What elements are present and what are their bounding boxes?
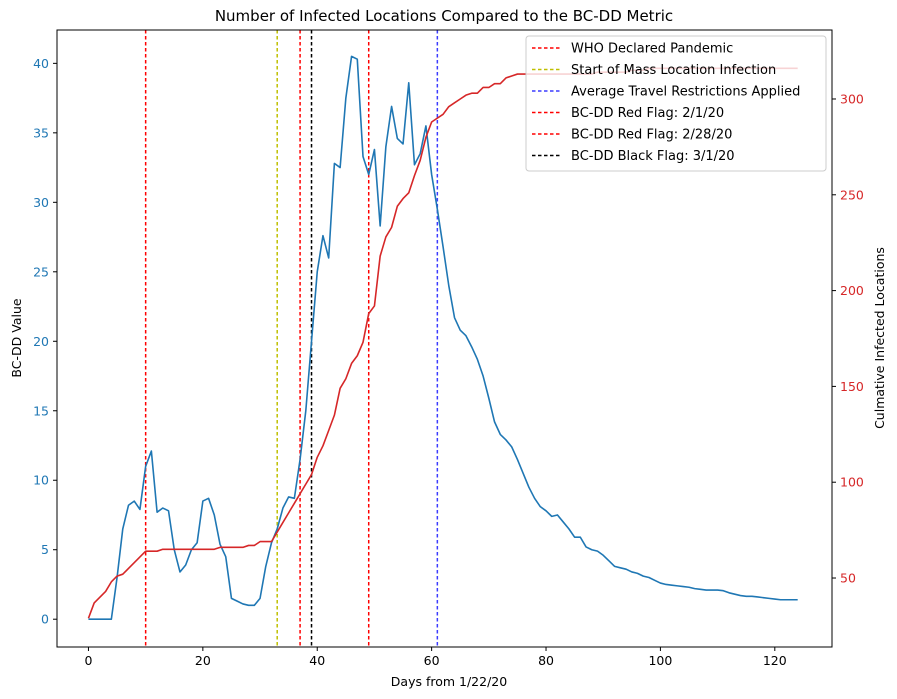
right-y-tick-label: 150	[840, 379, 864, 394]
left-y-tick-label: 25	[33, 264, 49, 279]
x-tick-label: 100	[648, 653, 672, 668]
plot-frame	[56, 29, 833, 648]
x-axis-label: Days from 1/22/20	[391, 674, 507, 689]
left-y-tick-label: 20	[33, 334, 49, 349]
x-tick-label: 40	[309, 653, 325, 668]
right-y-tick-label: 200	[840, 283, 864, 298]
left-y-tick-label: 10	[33, 473, 49, 488]
right-y-tick-label: 250	[840, 187, 864, 202]
chart-title: Number of Infected Locations Compared to…	[215, 7, 673, 25]
left-y-tick-label: 30	[33, 195, 49, 210]
legend-label: BC-DD Red Flag: 2/28/20	[571, 128, 732, 143]
left-y-tick-label: 35	[33, 125, 49, 140]
legend-label: WHO Declared Pandemic	[571, 42, 733, 57]
left-y-axis-label: BC-DD Value	[9, 298, 24, 377]
right-y-tick-label: 50	[840, 571, 856, 586]
legend-label: BC-DD Black Flag: 3/1/20	[571, 149, 735, 164]
x-tick-label: 80	[538, 653, 554, 668]
left-y-tick-label: 0	[41, 612, 49, 627]
left-y-tick-label: 5	[41, 542, 49, 557]
x-tick-label: 20	[195, 653, 211, 668]
bcdd-value-line	[88, 55, 798, 621]
x-tick-label: 0	[84, 653, 92, 668]
x-tick-label: 120	[763, 653, 787, 668]
legend-label: Start of Mass Location Infection	[571, 63, 776, 78]
legend-box	[525, 35, 827, 172]
right-y-tick-label: 300	[840, 91, 864, 106]
legend-label: BC-DD Red Flag: 2/1/20	[571, 106, 724, 121]
left-y-tick-label: 15	[33, 403, 49, 418]
x-tick-label: 60	[424, 653, 440, 668]
left-y-tick-label: 40	[33, 56, 49, 71]
plot-area: 0 20 40 60 80 100 120 0 5 10 15 20 25 30 35 40 50 100 150 2…	[33, 29, 864, 668]
legend-label: Average Travel Restrictions Applied	[571, 85, 800, 100]
right-y-tick-label: 100	[840, 475, 864, 490]
legend: WHO Declared Pandemic Start of Mass Locat…	[525, 35, 827, 172]
right-y-axis-label: Culmative Infected Locations	[872, 247, 887, 429]
